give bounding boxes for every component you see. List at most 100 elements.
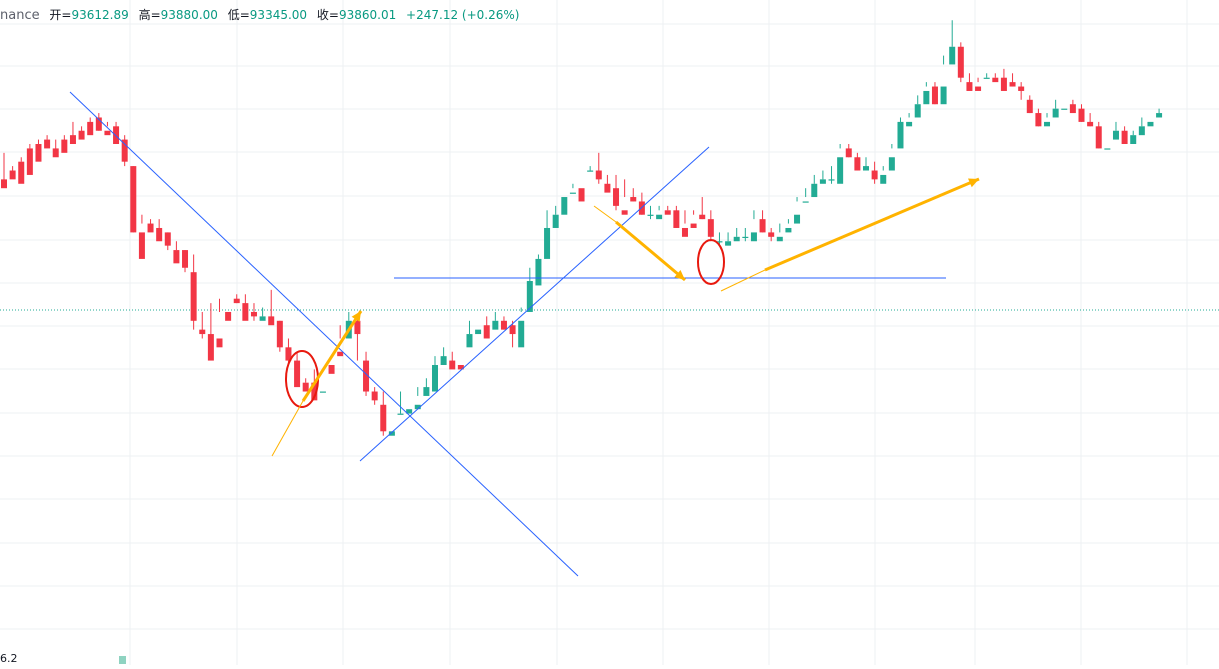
candle-body[interactable] [794,214,801,224]
candle[interactable] [906,113,913,127]
candle[interactable] [233,294,240,304]
candle-body[interactable] [742,236,749,239]
candle[interactable] [940,55,947,105]
candle-body[interactable] [863,166,869,171]
candle[interactable] [78,126,85,140]
candle-body[interactable] [638,201,645,215]
candle[interactable] [1095,121,1102,149]
candle[interactable] [992,73,999,83]
candle-body[interactable] [535,258,542,286]
candle[interactable] [440,347,447,365]
candle[interactable] [742,227,749,242]
candle-body[interactable] [716,241,723,243]
candle-body[interactable] [949,46,956,65]
candle[interactable] [311,369,318,401]
candle-body[interactable] [940,86,947,105]
candle[interactable] [1104,140,1111,150]
candle-body[interactable] [931,86,938,105]
candle[interactable] [923,82,930,105]
candle-body[interactable] [130,166,137,233]
candle-body[interactable] [147,223,154,233]
candle-body[interactable] [276,320,283,348]
candle[interactable] [931,82,938,105]
candle[interactable] [690,210,697,228]
candle[interactable] [569,183,576,194]
candle-body[interactable] [768,232,775,237]
candle[interactable] [1156,108,1163,118]
candle-body[interactable] [500,320,507,330]
candle-body[interactable] [595,170,602,180]
candle[interactable] [95,113,102,131]
candle[interactable] [388,409,395,436]
candle[interactable] [656,205,663,220]
candle-body[interactable] [1104,148,1111,150]
candle[interactable] [509,320,516,348]
candle[interactable] [966,73,973,91]
candle-body[interactable] [1018,86,1025,91]
candle[interactable] [18,157,25,184]
candle[interactable] [776,223,783,242]
candle-body[interactable] [397,413,404,415]
candle[interactable] [914,95,921,118]
candle[interactable] [423,378,430,396]
candle-body[interactable] [914,104,921,118]
candle-body[interactable] [104,130,111,136]
candle-body[interactable] [268,316,275,326]
downtrend-line[interactable] [69,91,579,577]
candle-body[interactable] [750,232,757,242]
candle-body[interactable] [26,148,33,175]
candle-body[interactable] [44,139,51,149]
candle[interactable] [156,219,163,242]
candle-body[interactable] [311,382,318,401]
candle[interactable] [225,299,232,321]
candle[interactable] [854,152,861,171]
rising-arrow[interactable] [720,177,980,292]
candle[interactable] [699,197,706,220]
candle[interactable] [1078,104,1085,122]
candle-body[interactable] [1112,130,1119,140]
candle[interactable] [500,316,507,330]
candle[interactable] [638,192,645,215]
candle-body[interactable] [492,320,499,330]
candle[interactable] [328,352,335,374]
candle-body[interactable] [647,214,654,216]
drawing-annotations[interactable] [69,91,980,577]
candle[interactable] [380,391,387,436]
candle[interactable] [285,338,292,365]
candle-body[interactable] [1121,130,1128,144]
candle-body[interactable] [699,214,706,220]
candle[interactable] [1138,117,1145,136]
candle-body[interactable] [95,117,102,131]
candle-body[interactable] [337,351,344,357]
candle[interactable] [785,219,792,233]
candle-body[interactable] [121,139,128,162]
candle-body[interactable] [1078,108,1085,122]
candle[interactable] [371,387,378,405]
candle-body[interactable] [363,360,370,392]
candle-body[interactable] [354,320,361,335]
candle-body[interactable] [664,210,671,215]
candle[interactable] [535,254,542,286]
candle[interactable] [733,227,740,242]
candle[interactable] [113,121,120,144]
candle-body[interactable] [1069,104,1076,114]
candle[interactable] [1112,121,1119,140]
candle[interactable] [1018,82,1025,100]
candle[interactable] [432,356,438,392]
candle-body[interactable] [294,360,301,388]
candle[interactable] [1,152,7,189]
candle-body[interactable] [966,82,973,91]
candle-body[interactable] [35,144,42,162]
candle[interactable] [613,174,620,211]
candle-body[interactable] [164,232,171,246]
candle-body[interactable] [199,329,206,335]
candle[interactable] [61,135,68,153]
candle[interactable] [630,188,637,202]
candle-body[interactable] [78,130,85,140]
uptrend-line[interactable] [359,146,710,462]
candle-body[interactable] [776,236,783,242]
highlight-circle[interactable] [285,350,319,408]
candle-body[interactable] [61,139,68,153]
candle[interactable] [957,42,964,83]
